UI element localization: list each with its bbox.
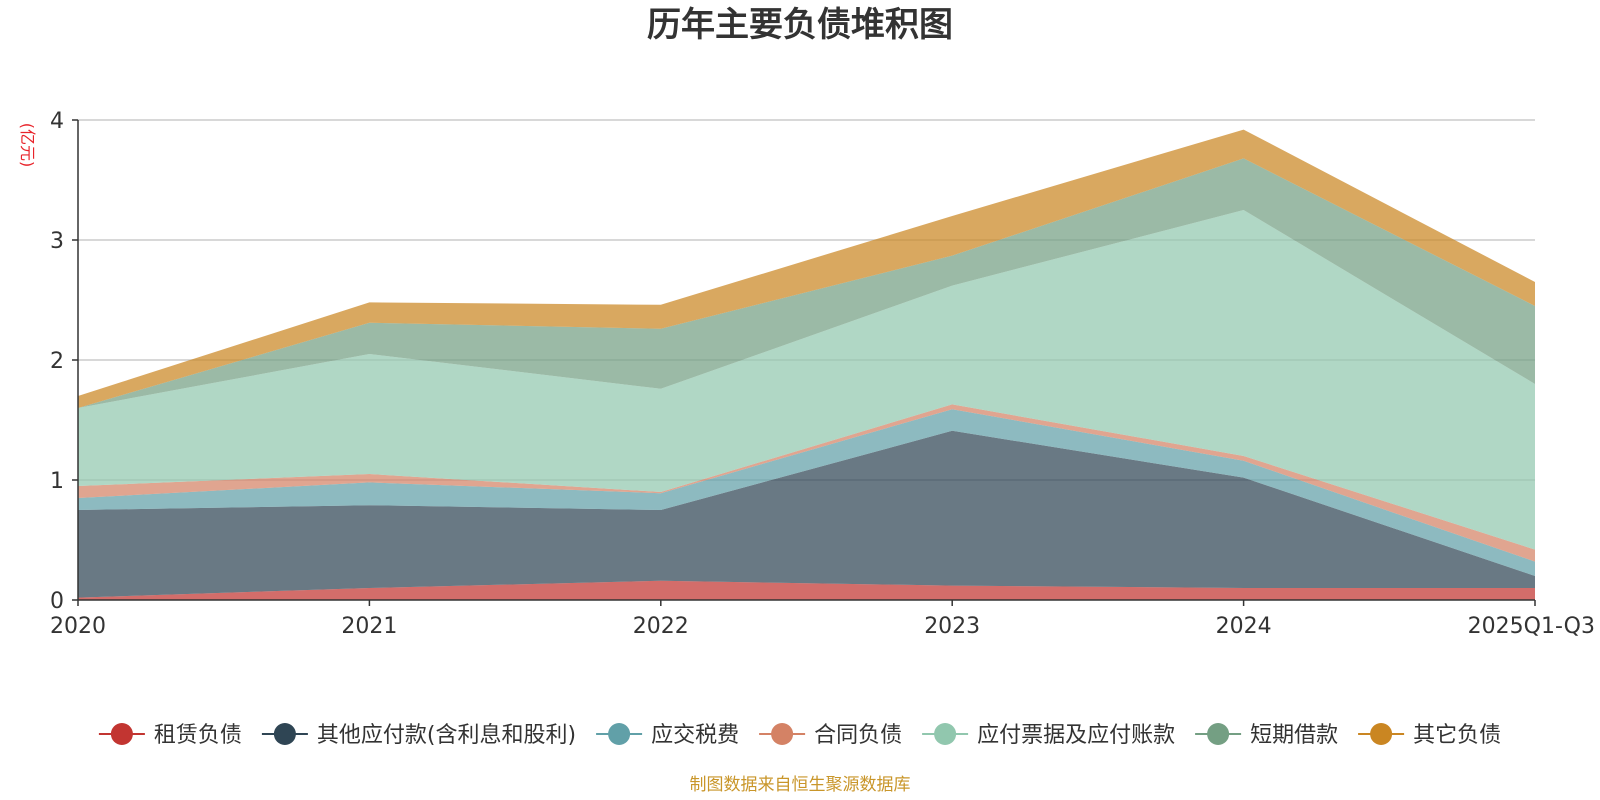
x-tick-label: 2024 xyxy=(1216,614,1272,639)
legend-label: 应付票据及应付账款 xyxy=(977,723,1175,748)
legend-marker-icon xyxy=(1370,723,1393,745)
y-tick-label: 4 xyxy=(50,109,64,134)
area-series xyxy=(78,158,1535,408)
legend-item[interactable]: 租赁负债 xyxy=(98,723,242,748)
legend-label: 其它负债 xyxy=(1413,723,1501,748)
x-tick-label: 2020 xyxy=(50,614,106,639)
legend-item[interactable]: 短期借款 xyxy=(1195,723,1338,748)
legend: 租赁负债 其他应付款(含利息和股利) 应交税费 合同负债 应付票据及应付账款 短期借款 其它… xyxy=(98,723,1501,748)
area-series xyxy=(78,409,1535,576)
legend-item[interactable]: 应交税费 xyxy=(596,723,739,748)
area-series xyxy=(78,580,1535,600)
chart-title: 历年主要负债堆积图 xyxy=(647,5,953,45)
legend-label: 其他应付款(含利息和股利) xyxy=(317,723,576,748)
legend-item[interactable]: 其他应付款(含利息和股利) xyxy=(261,723,576,748)
x-tick-label: 2021 xyxy=(341,614,397,639)
legend-marker-icon xyxy=(273,723,296,745)
legend-item[interactable]: 其它负债 xyxy=(1358,723,1501,748)
data-source-note: 制图数据来自恒生聚源数据库 xyxy=(690,775,911,795)
y-tick-label: 1 xyxy=(50,469,64,494)
y-tick-label: 3 xyxy=(50,229,64,254)
x-tick-label: 2022 xyxy=(633,614,689,639)
legend-marker-icon xyxy=(608,723,631,745)
legend-marker-icon xyxy=(1207,723,1230,745)
legend-marker-icon xyxy=(934,723,957,745)
area-series xyxy=(78,129,1535,408)
legend-marker-icon xyxy=(771,723,794,745)
legend-label: 短期借款 xyxy=(1250,723,1338,748)
y-tick-label: 0 xyxy=(50,589,64,614)
axes: 0 1 2 3 4 2020 2021 2022 2023 2024 2025Q1-Q3 xyxy=(50,109,1595,639)
x-tick-label: 2025Q1-Q3 xyxy=(1468,614,1595,639)
legend-item[interactable]: 合同负债 xyxy=(759,723,902,748)
legend-item[interactable]: 应付票据及应付账款 xyxy=(922,723,1175,748)
area-series xyxy=(78,210,1535,550)
legend-label: 应交税费 xyxy=(651,723,739,748)
area-series xyxy=(78,404,1535,562)
area-series-layer xyxy=(78,129,1535,600)
y-tick-label: 2 xyxy=(50,349,64,374)
area-series xyxy=(78,430,1535,598)
legend-label: 合同负债 xyxy=(814,723,902,748)
legend-label: 租赁负债 xyxy=(154,723,242,748)
x-tick-label: 2023 xyxy=(924,614,980,639)
legend-marker-icon xyxy=(110,723,133,745)
y-axis-unit-label: (亿元) xyxy=(18,123,37,168)
